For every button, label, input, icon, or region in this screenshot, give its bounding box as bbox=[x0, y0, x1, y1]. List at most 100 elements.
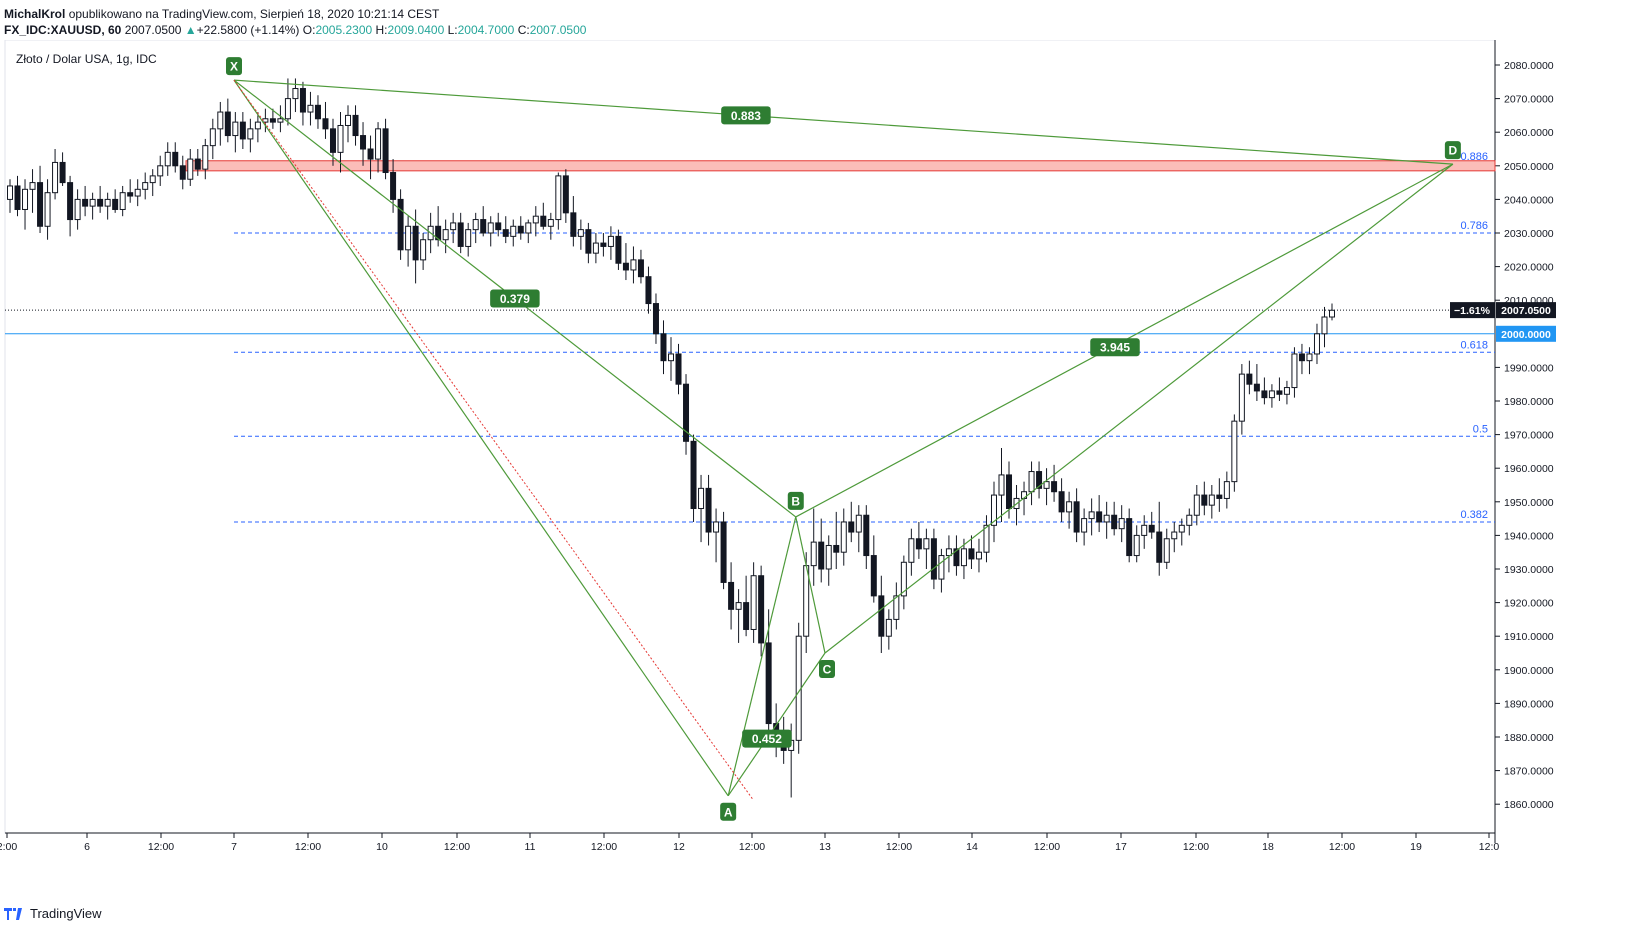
candle bbox=[975, 538, 982, 573]
candle-body bbox=[570, 212, 577, 237]
x-tick-label: 12:00 bbox=[886, 841, 912, 853]
candle-body bbox=[810, 541, 817, 567]
candle bbox=[893, 582, 900, 630]
candle-body bbox=[1148, 524, 1155, 533]
candle bbox=[67, 175, 74, 237]
point-badge bbox=[226, 57, 242, 76]
tradingview-brand[interactable]: TradingView bbox=[30, 906, 102, 921]
candle bbox=[750, 562, 757, 643]
candle bbox=[1043, 468, 1050, 506]
candle bbox=[878, 575, 885, 653]
candle bbox=[510, 219, 517, 247]
candle-body bbox=[675, 353, 682, 385]
close-value: 2007.0500 bbox=[529, 23, 587, 37]
candle bbox=[277, 105, 284, 133]
candle-body bbox=[743, 602, 750, 630]
candle bbox=[420, 233, 427, 270]
candle-body bbox=[1043, 481, 1050, 489]
ohlc-row: FX_IDC:XAUUSD, 60 2007.0500 ▲+22.5800 (+… bbox=[4, 22, 586, 38]
author-name[interactable]: MichalKrol bbox=[4, 7, 66, 21]
candle-body bbox=[728, 581, 735, 610]
x-tick-label: 12:00 bbox=[591, 841, 617, 853]
candle bbox=[885, 609, 892, 650]
candle-body bbox=[698, 487, 705, 510]
candle bbox=[923, 528, 930, 569]
candle-body bbox=[532, 215, 539, 224]
candle-body bbox=[930, 538, 937, 580]
candle-body bbox=[705, 487, 712, 533]
y-tick-label: 2040.0000 bbox=[1504, 194, 1554, 206]
candle bbox=[833, 511, 840, 569]
candle-body bbox=[1201, 494, 1208, 506]
candle bbox=[855, 505, 862, 553]
candle bbox=[1298, 343, 1305, 375]
candle-body bbox=[690, 440, 697, 510]
candle-body bbox=[975, 551, 982, 560]
candle bbox=[652, 293, 659, 344]
candle bbox=[532, 206, 539, 237]
candle-body bbox=[615, 235, 622, 264]
candle-body bbox=[555, 175, 562, 221]
candle-body bbox=[765, 642, 772, 725]
candle-body bbox=[1171, 531, 1178, 540]
candle bbox=[1163, 528, 1170, 569]
candle bbox=[172, 142, 179, 173]
y-tick-label: 2070.0000 bbox=[1504, 94, 1554, 106]
candle bbox=[562, 169, 569, 223]
candle-body bbox=[262, 118, 269, 123]
fib-level-label: 0.786 bbox=[1460, 220, 1488, 232]
candle-body bbox=[435, 225, 442, 241]
candle bbox=[1193, 485, 1200, 526]
candle-body bbox=[517, 225, 524, 234]
y-tick-label: 2020.0000 bbox=[1504, 262, 1554, 274]
candle-body bbox=[239, 121, 246, 140]
candle-body bbox=[953, 548, 960, 567]
candle-body bbox=[637, 259, 644, 278]
candle-body bbox=[29, 182, 36, 190]
bc-leg bbox=[795, 516, 826, 654]
x-tick-label: 12:00 bbox=[1329, 841, 1355, 853]
candle bbox=[247, 118, 254, 153]
x-tick-label: 12:00 bbox=[444, 841, 470, 853]
last-pct-label: −1.61% bbox=[1454, 305, 1491, 317]
ratio-badge bbox=[721, 106, 771, 125]
candle-body bbox=[450, 222, 457, 231]
candle bbox=[1186, 508, 1193, 536]
x-tick-label: 12 bbox=[673, 841, 685, 853]
candle-body bbox=[314, 104, 321, 120]
candle-body bbox=[67, 182, 74, 221]
candle-body bbox=[465, 229, 472, 247]
candle-body bbox=[224, 111, 231, 137]
candle-body bbox=[382, 128, 389, 174]
candle bbox=[585, 222, 592, 264]
candle bbox=[705, 474, 712, 546]
candle bbox=[908, 528, 915, 576]
candle-body bbox=[1246, 373, 1253, 385]
candle-body bbox=[683, 383, 690, 442]
candle bbox=[1201, 481, 1208, 516]
candle bbox=[540, 202, 547, 230]
candle-body bbox=[1329, 309, 1335, 318]
y-tick-label: 1890.0000 bbox=[1504, 698, 1554, 710]
candle bbox=[74, 189, 81, 230]
candle-body bbox=[900, 561, 907, 597]
candle bbox=[299, 81, 306, 126]
candle bbox=[1111, 501, 1118, 536]
candle bbox=[1253, 364, 1260, 401]
candle bbox=[375, 122, 382, 173]
x-tick-label: 12:00 bbox=[1183, 841, 1209, 853]
high-value: 2009.0400 bbox=[387, 23, 445, 37]
candle-body bbox=[104, 198, 111, 207]
candle-body bbox=[277, 118, 284, 123]
candle bbox=[1321, 306, 1328, 348]
candle-body bbox=[299, 88, 306, 113]
candle-body bbox=[187, 158, 194, 180]
fib-level-label: 0.382 bbox=[1460, 509, 1488, 521]
candle-body bbox=[97, 198, 104, 207]
price-chart[interactable]: Złoto / Dolar USA, 1g, IDC 2080.0000 2070.… bbox=[0, 40, 1627, 906]
y-tick-label: 1940.0000 bbox=[1504, 530, 1554, 542]
candle bbox=[1171, 521, 1178, 553]
candle-body bbox=[127, 192, 134, 197]
candle bbox=[930, 528, 937, 590]
candle bbox=[1141, 515, 1148, 549]
